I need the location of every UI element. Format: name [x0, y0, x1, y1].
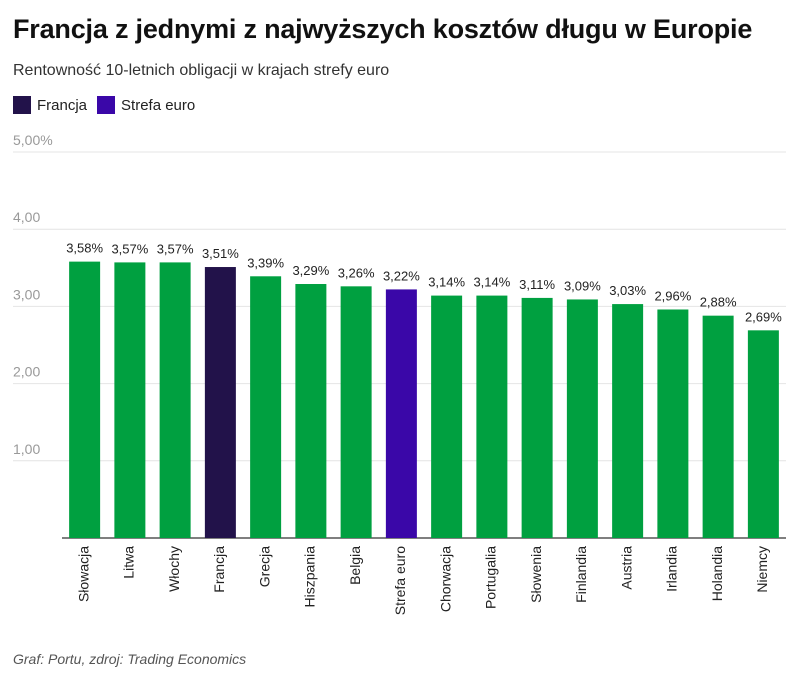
legend: Francja Strefa euro — [13, 96, 195, 114]
chart-title: Francja z jednymi z najwyższych kosztów … — [13, 14, 753, 44]
bar — [431, 295, 463, 538]
data-label: 3,03% — [609, 283, 646, 298]
bar — [385, 289, 417, 538]
bar — [204, 267, 236, 538]
data-label: 3,58% — [66, 241, 103, 256]
legend-swatch-francja — [13, 96, 31, 114]
y-tick-label: 4,00 — [13, 209, 40, 225]
bar — [250, 276, 282, 538]
data-label: 3,22% — [383, 268, 420, 283]
category-label: Chorwacja — [437, 546, 453, 612]
category-label: Grecja — [256, 546, 272, 587]
bar — [747, 330, 779, 538]
bar — [657, 309, 689, 538]
data-label: 3,57% — [111, 241, 148, 256]
category-label: Włochy — [166, 546, 182, 592]
data-label: 2,96% — [654, 288, 691, 303]
category-label: Irlandia — [664, 546, 680, 592]
bar — [476, 295, 508, 538]
bar — [340, 286, 372, 538]
bar — [69, 261, 101, 538]
category-label: Litwa — [121, 546, 137, 579]
data-label: 3,09% — [564, 278, 601, 293]
legend-item-francja: Francja — [13, 96, 87, 114]
category-label: Francja — [211, 546, 227, 593]
legend-item-strefa-euro: Strefa euro — [97, 96, 195, 114]
category-label: Belgia — [347, 546, 363, 585]
data-label: 3,29% — [292, 263, 329, 278]
bar — [702, 315, 734, 538]
category-label: Strefa euro — [392, 546, 408, 615]
data-label: 2,88% — [700, 295, 737, 310]
category-label: Austria — [618, 546, 634, 590]
y-tick-label: 2,00 — [13, 364, 40, 380]
category-label: Finlandia — [573, 546, 589, 603]
source-note: Graf: Portu, zdroj: Trading Economics — [13, 651, 247, 667]
data-label: 3,14% — [428, 275, 465, 290]
data-label: 2,69% — [745, 309, 782, 324]
data-label: 3,11% — [519, 277, 555, 292]
data-label: 3,57% — [157, 241, 194, 256]
data-labels: 3,58% 3,57% 3,57% 3,51% 3,39% 3,29% 3,26% 3,22%… — [66, 241, 782, 325]
y-tick-label: 5,00% — [13, 132, 53, 148]
category-label: Niemcy — [754, 546, 770, 593]
bar — [159, 262, 191, 538]
legend-label-francja: Francja — [37, 96, 88, 114]
bar — [566, 299, 598, 538]
legend-swatch-strefa-euro — [97, 96, 116, 114]
bar — [295, 284, 327, 538]
bar — [114, 262, 146, 538]
bar — [612, 304, 644, 538]
data-label: 3,51% — [202, 246, 239, 261]
category-labels: Słowacja Litwa Włochy Francja Grecja Hiszpani… — [75, 546, 770, 615]
data-label: 3,14% — [473, 275, 510, 290]
chart-subtitle: Rentowność 10-letnich obligacji w krajac… — [13, 62, 390, 79]
bar — [521, 297, 553, 538]
bars — [69, 261, 779, 538]
data-label: 3,26% — [338, 265, 375, 280]
category-label: Holandia — [709, 546, 725, 601]
y-tick-label: 3,00 — [13, 286, 40, 302]
y-tick-label: 1,00 — [13, 441, 40, 457]
category-label: Hiszpania — [302, 546, 318, 608]
legend-label-strefa-euro: Strefa euro — [121, 96, 196, 114]
data-label: 3,39% — [247, 255, 284, 270]
category-label: Słowenia — [528, 546, 544, 603]
category-label: Portugalia — [483, 546, 499, 609]
category-label: Słowacja — [75, 546, 91, 602]
